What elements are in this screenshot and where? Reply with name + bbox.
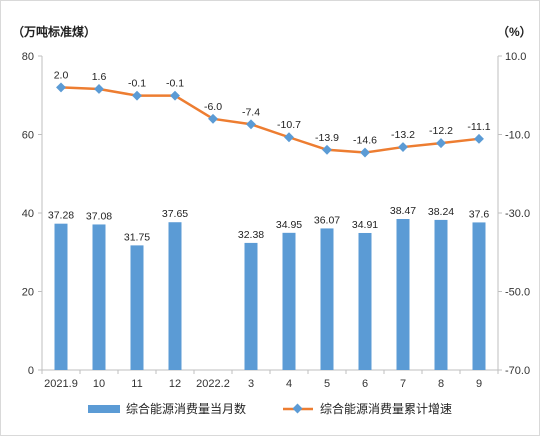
- x-tick-label: 2021.9: [44, 378, 78, 390]
- line-series: 2.0 1.6 -0.1 -0.1 -6.0 -7.4 -10.7 -13.9 -14.6 -13…: [54, 69, 491, 158]
- line-value-label: -13.2: [391, 129, 415, 141]
- line-point-marker: [284, 132, 294, 143]
- x-tick-label: 11: [131, 378, 142, 390]
- x-tick-label: 10: [93, 378, 105, 390]
- bar: [282, 232, 296, 370]
- right-axis-unit: （%）: [497, 24, 532, 39]
- x-tick-label: 2022.2: [196, 378, 230, 390]
- line-point-marker: [360, 147, 370, 158]
- bar: [320, 228, 334, 370]
- line-value-label: -10.7: [277, 119, 301, 131]
- bar-value-label: 37.6: [469, 208, 490, 220]
- line-value-label: -6.0: [204, 101, 222, 113]
- axes: 0 20 40 60 80 -70.0 -50.0 -30.0 -10.0 10.0 2021.9 1…: [22, 51, 530, 390]
- line-point-marker: [246, 119, 256, 130]
- bar: [396, 219, 410, 370]
- x-tick-label: 6: [362, 378, 368, 390]
- bar: [472, 222, 486, 370]
- right-tick-label: -50.0: [505, 287, 530, 299]
- bar-series: 37.28 37.08 31.75 37.65 32.38 34.95 36.07 34.91…: [48, 205, 490, 370]
- bar-value-label: 32.38: [238, 229, 264, 241]
- left-tick-label: 20: [22, 287, 34, 299]
- line-value-label: -13.9: [315, 132, 339, 144]
- line-value-label: 2.0: [54, 69, 69, 81]
- bar-value-label: 36.07: [314, 214, 340, 226]
- bar: [358, 232, 372, 370]
- line-value-label: -7.4: [242, 106, 260, 118]
- left-axis-unit: （万吨标准煤）: [12, 24, 96, 39]
- line-value-label: -0.1: [166, 78, 184, 90]
- line-point-marker: [436, 138, 446, 149]
- line-point-marker: [132, 90, 142, 101]
- right-tick-label: -70.0: [505, 365, 530, 377]
- right-tick-label: -30.0: [505, 208, 530, 220]
- bar-value-label: 34.91: [352, 219, 378, 231]
- line-point-marker: [170, 90, 180, 101]
- legend-bar-swatch: [88, 405, 120, 413]
- line-point-marker: [94, 84, 104, 94]
- line-value-label: -0.1: [128, 78, 146, 90]
- left-tick-label: 0: [28, 365, 34, 377]
- legend: 综合能源消费量当月数 综合能源消费量累计增速: [88, 401, 452, 416]
- bar-value-label: 37.65: [162, 208, 188, 220]
- x-tick-label: 5: [324, 378, 330, 390]
- line-value-label: -12.2: [429, 125, 453, 137]
- x-tick-label: 8: [438, 378, 444, 390]
- bar: [434, 219, 448, 370]
- right-tick-label: 10.0: [505, 51, 526, 63]
- line-point-marker: [56, 82, 66, 93]
- line-point-marker: [398, 142, 408, 153]
- x-tick-label: 4: [286, 378, 292, 390]
- bar-value-label: 37.08: [86, 210, 112, 222]
- bar: [92, 224, 106, 370]
- bar-value-label: 38.47: [390, 205, 416, 217]
- legend-line-marker: [292, 403, 303, 414]
- line-value-label: -11.1: [467, 121, 490, 133]
- bar-value-label: 31.75: [124, 231, 150, 243]
- x-tick-label: 9: [476, 378, 482, 390]
- bar-value-label: 38.24: [428, 206, 454, 218]
- growth-line: [60, 86, 480, 154]
- line-point-marker: [322, 144, 332, 155]
- bar: [54, 223, 68, 370]
- line-point-marker: [474, 133, 484, 144]
- right-tick-label: -10.0: [505, 130, 530, 142]
- x-tick-label: 3: [248, 378, 254, 390]
- line-value-label: 1.6: [92, 71, 107, 83]
- bar: [130, 245, 144, 370]
- bar: [244, 242, 258, 370]
- x-tick-label: 7: [400, 378, 406, 390]
- bar-value-label: 34.95: [276, 219, 302, 231]
- left-tick-label: 80: [22, 51, 34, 63]
- line-point-marker: [208, 113, 218, 124]
- bar: [168, 222, 182, 370]
- legend-line-label: 综合能源消费量累计增速: [320, 401, 452, 416]
- line-value-label: -14.6: [353, 135, 377, 147]
- bar-value-label: 37.28: [48, 210, 74, 222]
- legend-bar-label: 综合能源消费量当月数: [126, 401, 246, 416]
- left-tick-label: 40: [22, 208, 34, 220]
- x-tick-label: 12: [169, 378, 181, 390]
- left-tick-label: 60: [22, 130, 34, 142]
